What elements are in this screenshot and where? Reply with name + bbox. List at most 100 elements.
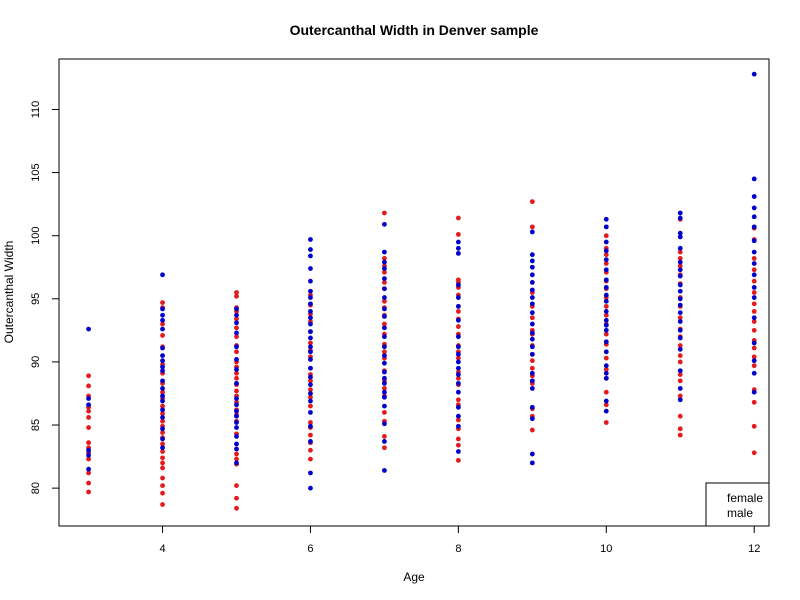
female-point <box>308 432 313 438</box>
male-point <box>455 282 461 288</box>
female-point <box>455 309 461 314</box>
male-point <box>160 326 165 332</box>
x-tick-label: 12 <box>748 543 760 555</box>
female-point <box>160 490 165 496</box>
male-point <box>751 295 757 300</box>
female-point <box>234 293 239 299</box>
male-point <box>308 315 313 321</box>
male-point <box>160 436 165 442</box>
male-point <box>751 340 757 346</box>
y-tick-label: 85 <box>30 419 42 431</box>
y-axis: 80 85 90 95 100 105 110 <box>30 101 60 494</box>
male-point <box>455 245 461 251</box>
male-point <box>677 397 683 403</box>
female-point <box>529 224 535 230</box>
male-point <box>234 320 239 326</box>
male-point <box>382 389 387 395</box>
male-point <box>603 408 609 414</box>
female-point <box>455 417 461 423</box>
y-tick-label: 100 <box>30 227 42 245</box>
female-point <box>455 397 461 403</box>
series-female <box>86 199 757 511</box>
male-point <box>603 292 609 298</box>
male-point <box>455 295 461 300</box>
male-point <box>455 449 461 454</box>
male-point <box>160 353 165 359</box>
male-point <box>603 257 609 263</box>
female-point <box>603 420 609 425</box>
female-point <box>751 450 757 456</box>
female-point <box>751 423 757 429</box>
male-point <box>455 250 461 256</box>
female-point <box>455 375 461 381</box>
female-point <box>234 451 239 457</box>
female-point <box>751 399 757 405</box>
male-point <box>529 416 535 422</box>
female-point <box>160 403 165 409</box>
female-point <box>529 199 535 205</box>
female-point <box>677 256 683 261</box>
male-point <box>529 229 535 235</box>
male-point <box>751 272 757 278</box>
female-point <box>160 449 165 454</box>
male-point <box>308 365 313 371</box>
male-point <box>529 378 535 384</box>
female-point <box>308 456 313 462</box>
male-point <box>751 285 757 290</box>
female-point <box>308 378 313 384</box>
female-point <box>234 349 239 355</box>
male-point <box>603 317 609 323</box>
male-point <box>529 272 535 278</box>
male-point <box>382 421 387 427</box>
male-point <box>308 335 313 341</box>
female-point <box>751 345 757 351</box>
female-point <box>160 465 165 471</box>
female-point <box>382 210 387 216</box>
female-point <box>160 475 165 481</box>
male-point <box>308 382 313 388</box>
female-point <box>382 386 387 391</box>
male-point <box>382 306 387 312</box>
female-point <box>234 505 239 511</box>
male-point <box>160 426 165 432</box>
male-point <box>308 301 313 307</box>
male-point <box>308 295 313 300</box>
male-point <box>529 451 535 457</box>
male-point <box>160 345 165 351</box>
y-tick-label: 80 <box>30 482 42 494</box>
legend-box <box>705 482 770 527</box>
male-point <box>160 393 165 399</box>
male-point <box>234 441 239 447</box>
male-point <box>308 470 313 476</box>
male-point <box>529 351 535 357</box>
male-point <box>234 356 239 362</box>
female-point <box>308 403 313 409</box>
female-point <box>160 430 165 435</box>
male-point <box>677 319 683 324</box>
female-point <box>677 353 683 359</box>
male-point <box>677 386 683 391</box>
female-point <box>677 263 683 269</box>
female-point <box>382 445 387 451</box>
male-point <box>234 380 239 386</box>
male-point <box>234 330 239 336</box>
male-point <box>677 267 683 273</box>
female-point <box>751 290 757 295</box>
male-point <box>382 380 387 386</box>
male-point <box>382 249 387 255</box>
male-point <box>86 466 91 472</box>
male-point <box>382 468 387 473</box>
female-point <box>455 436 461 442</box>
female-point <box>529 358 535 364</box>
female-point <box>455 277 461 283</box>
female-point <box>234 290 239 295</box>
female-point <box>751 327 757 333</box>
male-point <box>160 445 165 451</box>
x-tick-label: 6 <box>307 543 313 555</box>
x-tick-label: 10 <box>600 543 612 555</box>
female-point <box>160 483 165 489</box>
data-points <box>86 71 757 511</box>
female-point <box>455 457 461 463</box>
male-point <box>677 282 683 288</box>
